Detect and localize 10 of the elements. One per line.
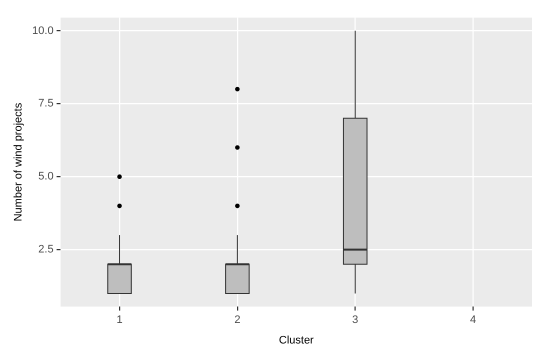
x-tick-label: 1 [116, 314, 123, 326]
y-tick-label: 10.0 [32, 24, 54, 37]
x-tick-label: 2 [234, 314, 240, 326]
x-tick-label: 3 [352, 314, 358, 326]
x-axis-title: Cluster [278, 334, 314, 346]
y-tick-label: 2.5 [38, 244, 54, 256]
y-axis-title: Number of wind projects [12, 102, 25, 222]
x-tick-label: 4 [470, 314, 476, 326]
y-tick-label: 5.0 [38, 170, 54, 183]
y-tick-label: 7.5 [38, 98, 54, 110]
